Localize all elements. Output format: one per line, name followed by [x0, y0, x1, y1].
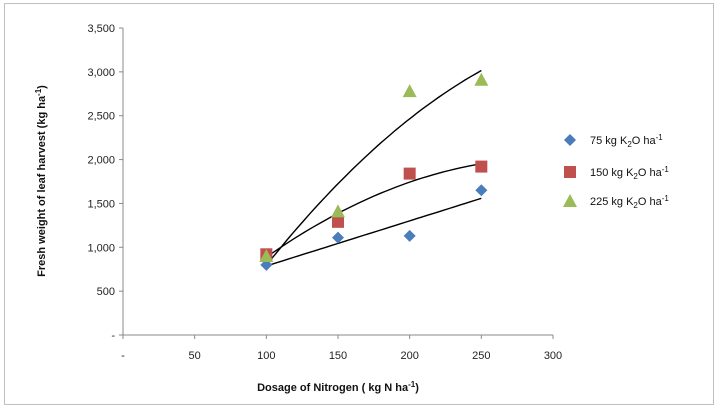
x-tick-label: -	[121, 350, 125, 362]
data-point	[403, 229, 416, 242]
x-tick-label: 200	[400, 350, 418, 362]
y-tick-label: 1,000	[87, 242, 115, 254]
data-point	[403, 167, 416, 180]
x-tick-label: 150	[329, 350, 347, 362]
chart-frame	[4, 3, 714, 405]
trendline	[266, 197, 482, 267]
y-tick-label: 3,000	[87, 67, 115, 79]
x-tick-label: 50	[189, 350, 201, 362]
data-point	[331, 204, 345, 218]
x-tick-label: 250	[472, 350, 490, 362]
data-point	[332, 231, 344, 244]
y-tick-label: 1,500	[87, 198, 115, 210]
legend-label: 225 kg K2O ha-1	[590, 194, 669, 210]
legend-label: 150 kg K2O ha-1	[590, 165, 669, 181]
axes: - 500 1,000 1,500 2,000 2,500 3,000 3,500 - 50 100…	[87, 23, 562, 362]
data-point	[259, 249, 274, 263]
legend-marker	[564, 166, 576, 178]
legend-marker	[564, 134, 576, 146]
trendlines	[265, 69, 482, 267]
legend: 75 kg K2O ha-1 150 kg K2O ha-1 225 kg K2O …	[563, 133, 669, 210]
data-point	[474, 72, 489, 86]
y-tick-label: 2,000	[87, 155, 115, 167]
legend-label: 75 kg K2O ha-1	[590, 133, 663, 149]
trendline	[265, 69, 482, 266]
data-point	[332, 215, 344, 228]
legend-marker	[563, 194, 577, 207]
x-axis-title: Dosage of Nitrogen ( kg N ha-1)	[257, 380, 419, 394]
data-point	[475, 184, 488, 197]
data-point	[402, 84, 417, 98]
y-tick-label: 3,500	[87, 23, 115, 35]
x-tick-label: 300	[544, 350, 562, 362]
y-tick-label: -	[111, 330, 115, 342]
y-tick-label: 2,500	[87, 111, 115, 123]
data-points	[259, 72, 489, 271]
y-axis-title: Fresh weight of leaf harvest (kg ha-1)	[34, 85, 48, 277]
x-tick-label: 100	[257, 350, 275, 362]
data-point	[475, 160, 488, 173]
y-tick-label: 500	[97, 286, 115, 298]
trendline	[265, 163, 482, 258]
